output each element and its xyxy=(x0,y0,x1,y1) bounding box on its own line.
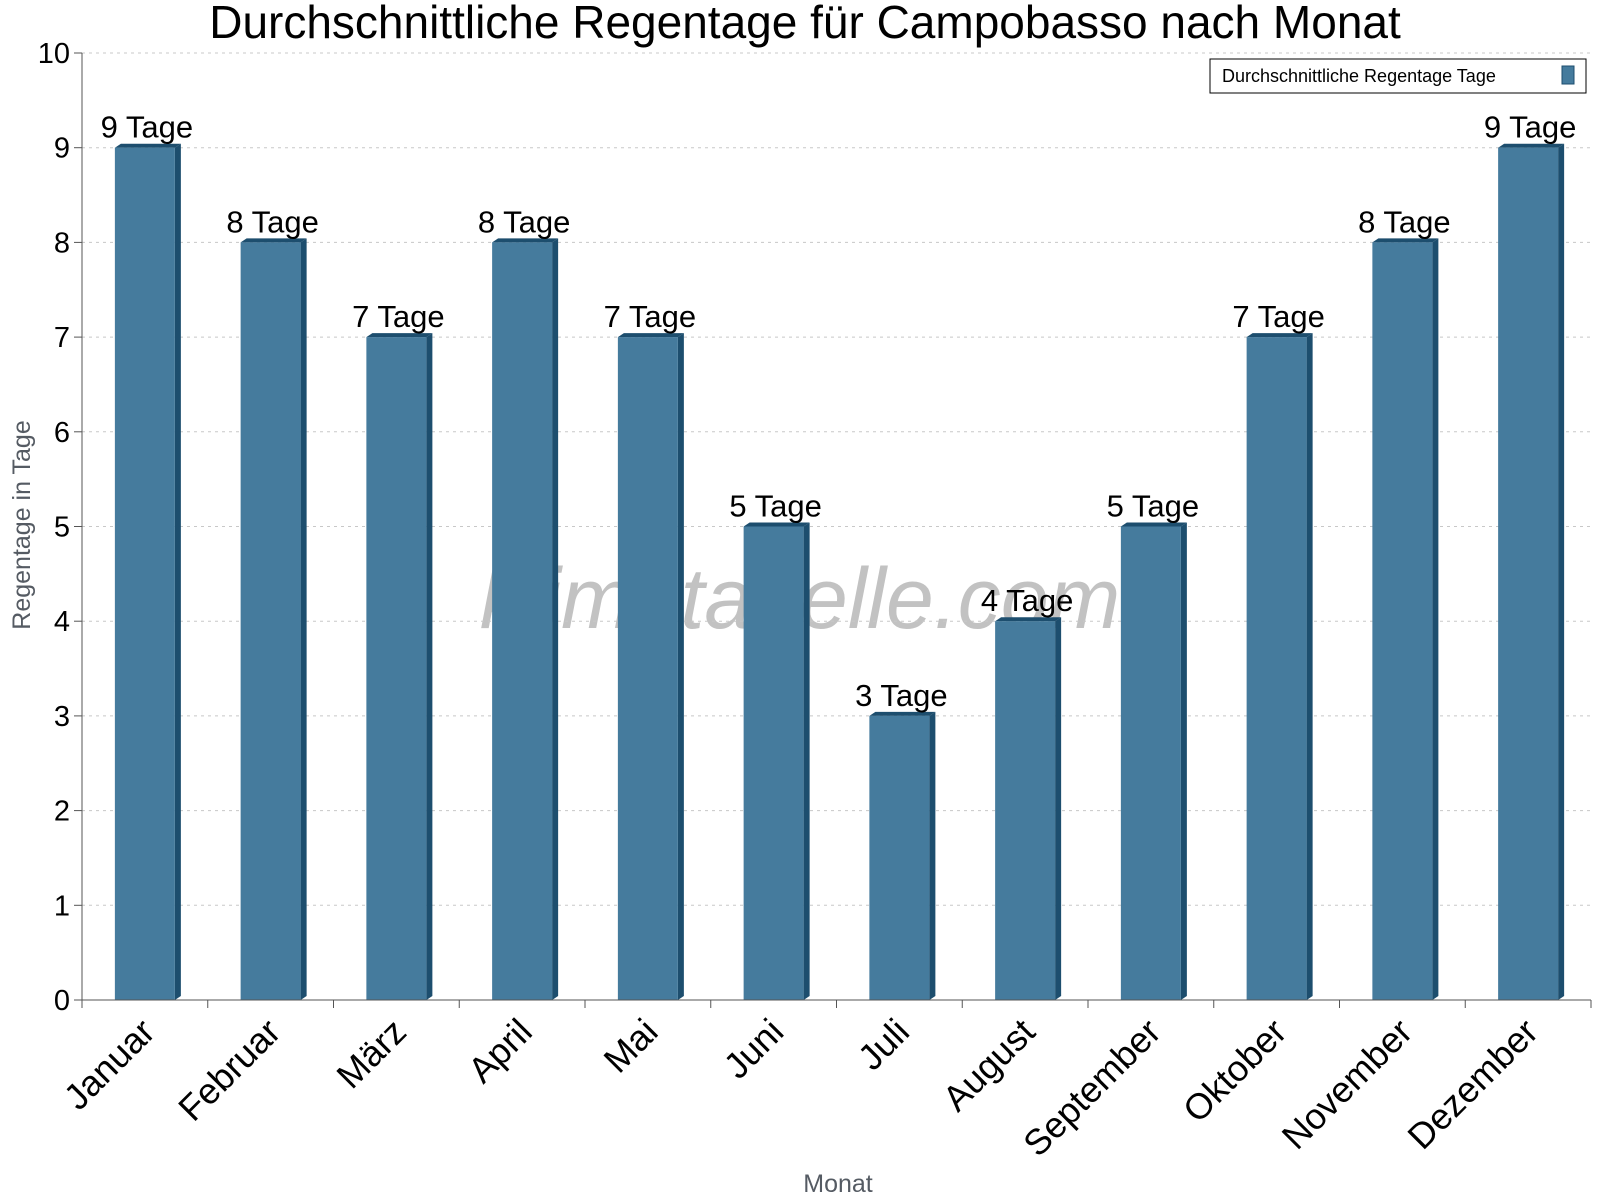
bar-side xyxy=(426,333,433,1001)
data-label: 7 Tage xyxy=(1232,299,1325,334)
bar-front xyxy=(492,242,553,1000)
y-tick-label: 9 xyxy=(54,133,70,165)
legend: Durchschnittliche Regentage Tage xyxy=(1209,58,1587,94)
bar-side xyxy=(803,522,810,1000)
data-label: 3 Tage xyxy=(855,678,948,713)
bar xyxy=(995,617,1062,1000)
bar-side xyxy=(1055,617,1062,1000)
x-tick-label: August xyxy=(935,1011,1043,1119)
bar-top xyxy=(869,711,936,716)
x-tick-label: Dezember xyxy=(1399,1011,1545,1157)
bar-front xyxy=(995,621,1056,1000)
bar-top xyxy=(617,333,684,338)
y-tick-label: 7 xyxy=(54,322,70,354)
x-tick-label: April xyxy=(460,1011,540,1091)
y-tick-label: 4 xyxy=(54,606,70,638)
bar xyxy=(1120,522,1187,1000)
legend-box xyxy=(1209,58,1587,94)
bar-front xyxy=(1372,242,1433,1000)
bars xyxy=(114,143,1565,1001)
bar-side xyxy=(929,711,936,1000)
data-label: 4 Tage xyxy=(981,583,1074,618)
x-tick-label: Januar xyxy=(56,1011,163,1118)
y-tick-label: 2 xyxy=(54,796,70,828)
bar-top xyxy=(1372,238,1439,243)
chart-title: Durchschnittliche Regentage für Campobas… xyxy=(209,0,1401,48)
bar xyxy=(1246,333,1313,1001)
bar xyxy=(492,238,559,1000)
bar-top xyxy=(114,143,181,148)
bar xyxy=(366,333,433,1001)
bar-side xyxy=(300,238,307,1000)
data-label: 5 Tage xyxy=(1107,489,1200,524)
data-label: 5 Tage xyxy=(729,489,822,524)
bar-top xyxy=(366,333,433,338)
bar-front xyxy=(114,147,175,1000)
bar-front xyxy=(617,337,678,1001)
y-tick-label: 8 xyxy=(54,227,70,259)
bar-top xyxy=(1246,333,1313,338)
y-tick-label: 1 xyxy=(54,890,70,922)
y-tick-label: 10 xyxy=(38,38,70,70)
x-tick-label: März xyxy=(328,1011,414,1097)
bar-top xyxy=(492,238,559,243)
y-tick-label: 0 xyxy=(54,985,70,1017)
data-label: 9 Tage xyxy=(1484,110,1577,145)
bar xyxy=(743,522,810,1000)
gridlines xyxy=(82,52,1591,906)
data-label: 9 Tage xyxy=(101,110,194,145)
data-labels: 9 Tage 8 Tage 7 Tage 8 Tage 7 Tage 5 Tage 3 Ta… xyxy=(101,110,1577,713)
x-tick-label: Juli xyxy=(850,1011,917,1078)
bar-side xyxy=(1180,522,1187,1000)
y-tick-label: 3 xyxy=(54,701,70,733)
bar-front xyxy=(1498,147,1559,1000)
legend-label: Durchschnittliche Regentage Tage xyxy=(1222,66,1496,86)
bar xyxy=(617,333,684,1001)
bar xyxy=(114,143,181,1000)
x-tick-label: Oktober xyxy=(1175,1011,1295,1131)
y-tick-label: 6 xyxy=(54,417,70,449)
x-tick-label: November xyxy=(1274,1011,1420,1157)
bar-side xyxy=(677,333,684,1001)
x-tick-label: Februar xyxy=(170,1011,288,1129)
bar-front xyxy=(743,526,804,1000)
bar-front xyxy=(1120,526,1181,1000)
data-label: 7 Tage xyxy=(604,299,697,334)
bar-side xyxy=(1558,143,1565,1000)
bar-top xyxy=(1120,522,1187,527)
data-label: 8 Tage xyxy=(226,204,319,239)
bar xyxy=(869,711,936,1000)
bar xyxy=(240,238,307,1000)
bar-front xyxy=(869,715,930,1000)
data-label: 8 Tage xyxy=(478,204,571,239)
bar-top xyxy=(743,522,810,527)
data-label: 8 Tage xyxy=(1358,204,1451,239)
y-axis-label: Regentage in Tage xyxy=(8,420,36,629)
legend-swatch xyxy=(1561,65,1575,85)
bar-front xyxy=(366,337,427,1001)
x-axis-label: Monat xyxy=(803,1170,873,1198)
bar-top xyxy=(1498,143,1565,148)
bar xyxy=(1498,143,1565,1000)
bar-front xyxy=(1246,337,1307,1001)
bar xyxy=(1372,238,1439,1000)
bar-side xyxy=(174,143,181,1000)
bar-front xyxy=(240,242,301,1000)
bar-side xyxy=(1306,333,1313,1001)
x-tick-label: Mai xyxy=(596,1011,666,1081)
x-tick-label: Juni xyxy=(716,1011,792,1087)
bar-side xyxy=(552,238,559,1000)
bar-top xyxy=(240,238,307,243)
bar-side xyxy=(1432,238,1439,1000)
x-tick-label: September xyxy=(1015,1011,1169,1165)
y-tick-label: 5 xyxy=(54,512,70,544)
bar-top xyxy=(995,617,1062,622)
data-label: 7 Tage xyxy=(352,299,445,334)
